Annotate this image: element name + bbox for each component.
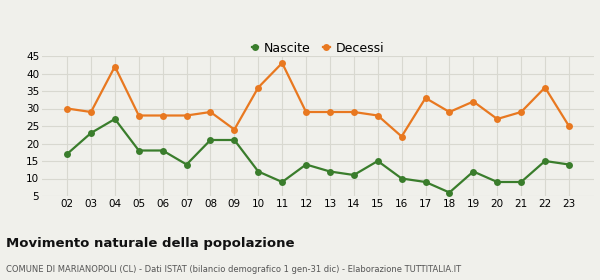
Nascite — [183, 163, 190, 166]
Text: COMUNE DI MARIANOPOLI (CL) - Dati ISTAT (bilancio demografico 1 gen-31 dic) - El: COMUNE DI MARIANOPOLI (CL) - Dati ISTAT … — [6, 265, 461, 274]
Decessi — [446, 110, 453, 114]
Decessi — [422, 96, 429, 100]
Nascite — [88, 131, 95, 135]
Decessi — [111, 65, 118, 68]
Nascite — [111, 117, 118, 121]
Nascite — [518, 180, 525, 184]
Decessi — [88, 110, 95, 114]
Nascite — [565, 163, 572, 166]
Nascite — [350, 173, 358, 177]
Nascite — [398, 177, 405, 180]
Text: Movimento naturale della popolazione: Movimento naturale della popolazione — [6, 237, 295, 249]
Decessi — [398, 135, 405, 138]
Decessi — [374, 114, 382, 117]
Decessi — [518, 110, 525, 114]
Nascite — [422, 180, 429, 184]
Nascite — [231, 138, 238, 142]
Nascite — [494, 180, 501, 184]
Nascite — [254, 170, 262, 173]
Decessi — [470, 100, 477, 103]
Nascite — [278, 180, 286, 184]
Decessi — [326, 110, 334, 114]
Nascite — [302, 163, 310, 166]
Line: Nascite: Nascite — [64, 116, 572, 196]
Decessi — [350, 110, 358, 114]
Decessi — [231, 128, 238, 131]
Decessi — [302, 110, 310, 114]
Decessi — [64, 107, 71, 110]
Decessi — [278, 61, 286, 65]
Line: Decessi: Decessi — [64, 60, 572, 140]
Decessi — [254, 86, 262, 89]
Decessi — [541, 86, 548, 89]
Nascite — [541, 159, 548, 163]
Decessi — [565, 124, 572, 128]
Legend: Nascite, Decessi: Nascite, Decessi — [247, 37, 389, 60]
Nascite — [64, 152, 71, 156]
Nascite — [159, 149, 166, 152]
Decessi — [207, 110, 214, 114]
Nascite — [446, 191, 453, 194]
Decessi — [159, 114, 166, 117]
Nascite — [135, 149, 142, 152]
Decessi — [494, 117, 501, 121]
Decessi — [183, 114, 190, 117]
Nascite — [374, 159, 382, 163]
Nascite — [207, 138, 214, 142]
Nascite — [470, 170, 477, 173]
Decessi — [135, 114, 142, 117]
Nascite — [326, 170, 334, 173]
